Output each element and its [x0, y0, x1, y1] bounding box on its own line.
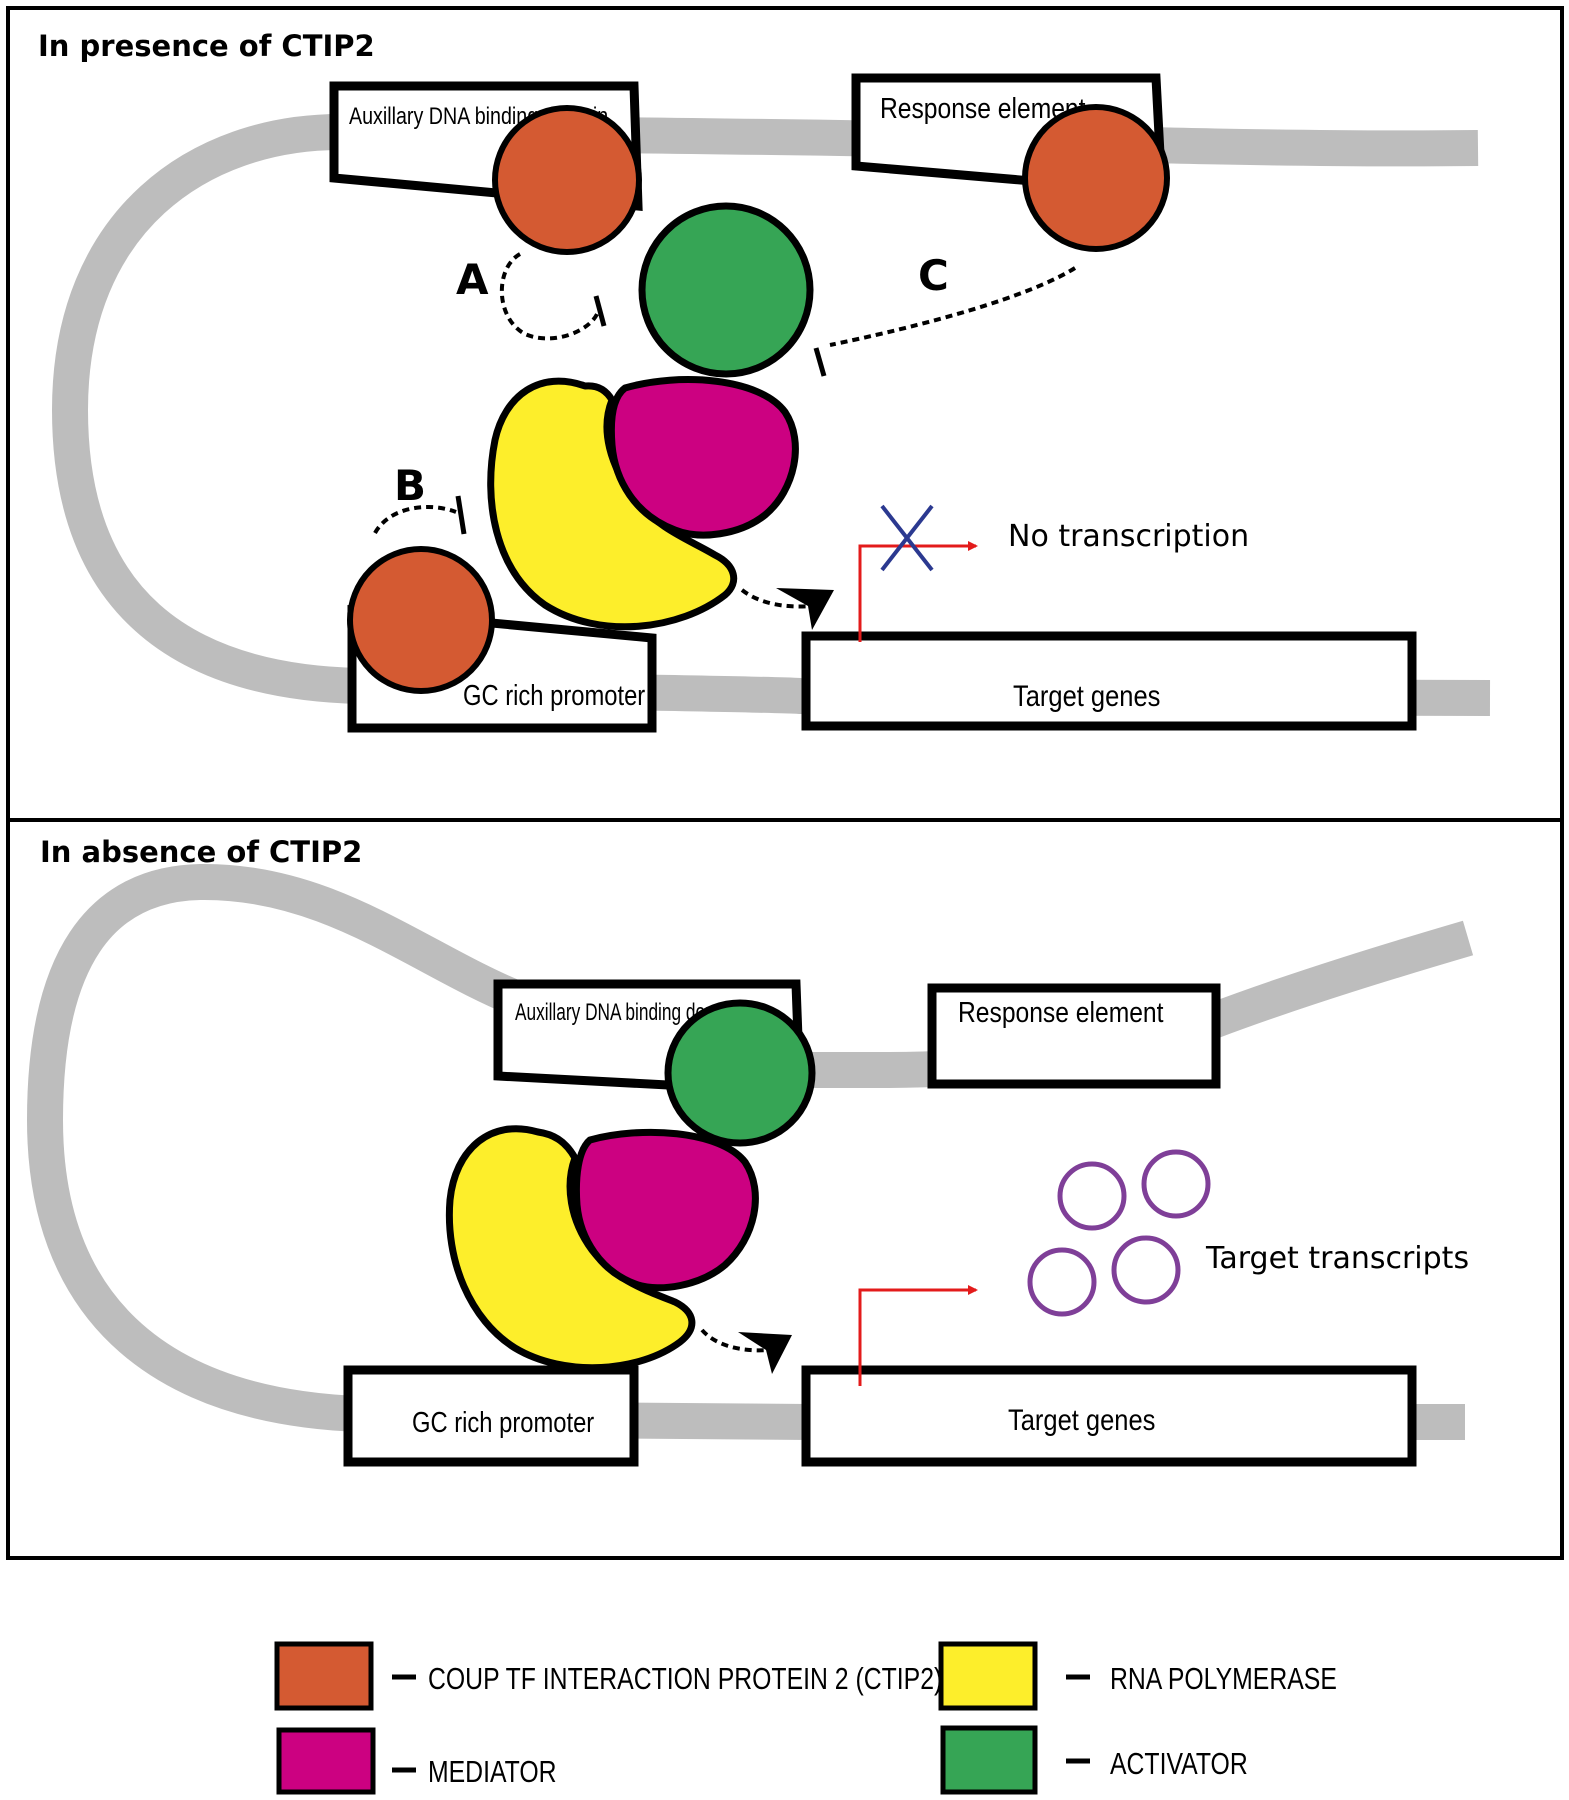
label-c: C — [918, 251, 949, 300]
legend-swatch — [276, 1727, 376, 1795]
legend-label: MEDIATOR — [428, 1754, 557, 1788]
target-transcripts-icon — [1027, 1149, 1211, 1317]
mediator-shape — [607, 376, 799, 539]
ctip2-circle-auxiliary — [492, 105, 642, 255]
legend-item-mediator: MEDIATOR — [276, 1727, 557, 1795]
legend-label: RNA POLYMERASE — [1110, 1661, 1337, 1695]
response-label: Response element — [958, 996, 1164, 1028]
gc-label: GC rich promoter — [412, 1406, 594, 1439]
target-label: Target genes — [1013, 679, 1160, 712]
panel-presence-title: In presence of CTIP2 — [38, 29, 375, 63]
legend-item-polymerase: RNA POLYMERASE — [938, 1641, 1337, 1711]
legend: COUP TF INTERACTION PROTEIN 2 (CTIP2) RN… — [274, 1641, 1337, 1795]
polymerase-move-arrow — [740, 588, 834, 630]
label-a: A — [456, 255, 489, 304]
inhibition-arrow-b — [373, 495, 467, 535]
rna-polymerase-shape — [445, 1125, 696, 1372]
no-transcription-label: No transcription — [1008, 519, 1249, 554]
legend-label: COUP TF INTERACTION PROTEIN 2 (CTIP2) — [428, 1661, 942, 1695]
label-b: B — [394, 461, 426, 510]
gc-label: GC rich promoter — [463, 679, 645, 712]
mediator-shape — [572, 1128, 759, 1292]
panel-absence: In absence of CTIP2 Auxillary DNA bindin… — [6, 818, 1564, 1560]
legend-item-activator: ACTIVATOR — [940, 1725, 1248, 1795]
activator-shape — [638, 202, 814, 378]
tss-arrow-blocked — [858, 504, 978, 642]
gc-promoter-box — [343, 1365, 639, 1467]
panel-presence: In presence of CTIP2 Auxillary DNA bindi… — [6, 6, 1564, 822]
target-label: Target genes — [1008, 1403, 1155, 1436]
tss-arrow — [858, 1285, 978, 1386]
inhibition-arrow-c — [813, 266, 1077, 377]
target-genes-box — [801, 1365, 1417, 1467]
legend-item-ctip2: COUP TF INTERACTION PROTEIN 2 (CTIP2) — [274, 1641, 942, 1711]
target-transcripts-label: Target transcripts — [1205, 1241, 1469, 1276]
polymerase-move-arrow — [700, 1328, 792, 1374]
inhibition-arrow-a — [499, 252, 607, 341]
legend-swatch — [938, 1641, 1038, 1711]
response-element-box — [927, 983, 1221, 1089]
ctip2-circle-promoter — [347, 546, 495, 694]
panel-absence-title: In absence of CTIP2 — [40, 835, 362, 869]
legend-swatch — [940, 1725, 1038, 1795]
target-genes-box — [801, 631, 1417, 731]
rna-polymerase-shape — [487, 377, 738, 631]
legend-label: ACTIVATOR — [1110, 1746, 1248, 1780]
legend-swatch — [274, 1641, 374, 1711]
activator-shape — [664, 999, 816, 1147]
ctip2-circle-response — [1022, 104, 1170, 252]
